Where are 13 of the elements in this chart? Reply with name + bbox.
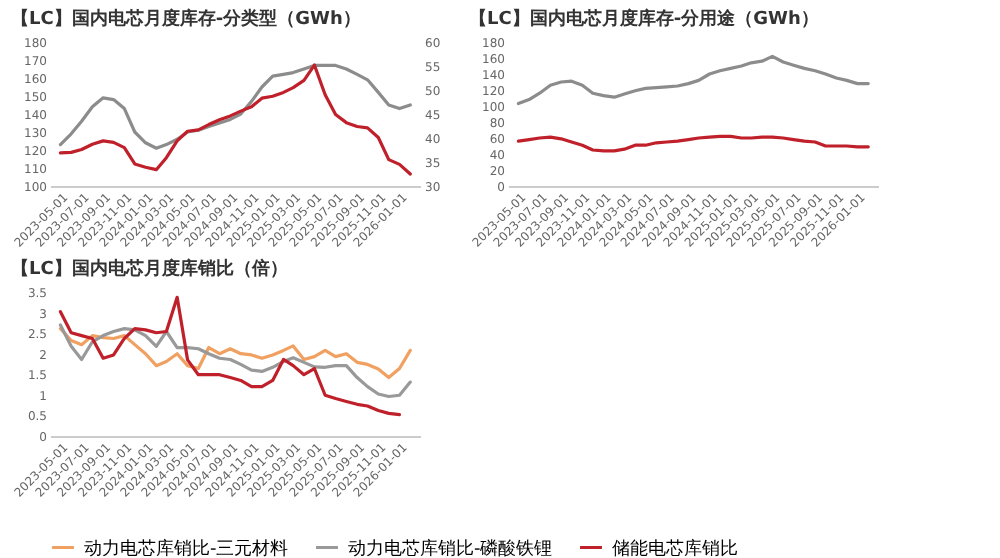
line-series	[516, 54, 870, 106]
legend-label: 储能电芯库销比	[612, 537, 738, 558]
legend-label: 动力电芯库销比-三元材料	[84, 537, 289, 558]
chart-title: 【LC】国内电芯月度库存-分用途（GWh）	[469, 8, 819, 30]
line-series	[58, 295, 402, 417]
chart-title: 【LC】国内电芯月度库存-分类型（GWh）	[11, 8, 361, 30]
line-series	[58, 323, 412, 399]
line-series	[58, 63, 412, 176]
line-series	[58, 327, 412, 380]
chart-title: 【LC】国内电芯月度库销比（倍）	[11, 258, 288, 280]
line-series	[58, 63, 412, 150]
legend-label: 动力电芯库销比-磷酸铁锂	[348, 537, 553, 558]
line-series	[516, 134, 870, 153]
